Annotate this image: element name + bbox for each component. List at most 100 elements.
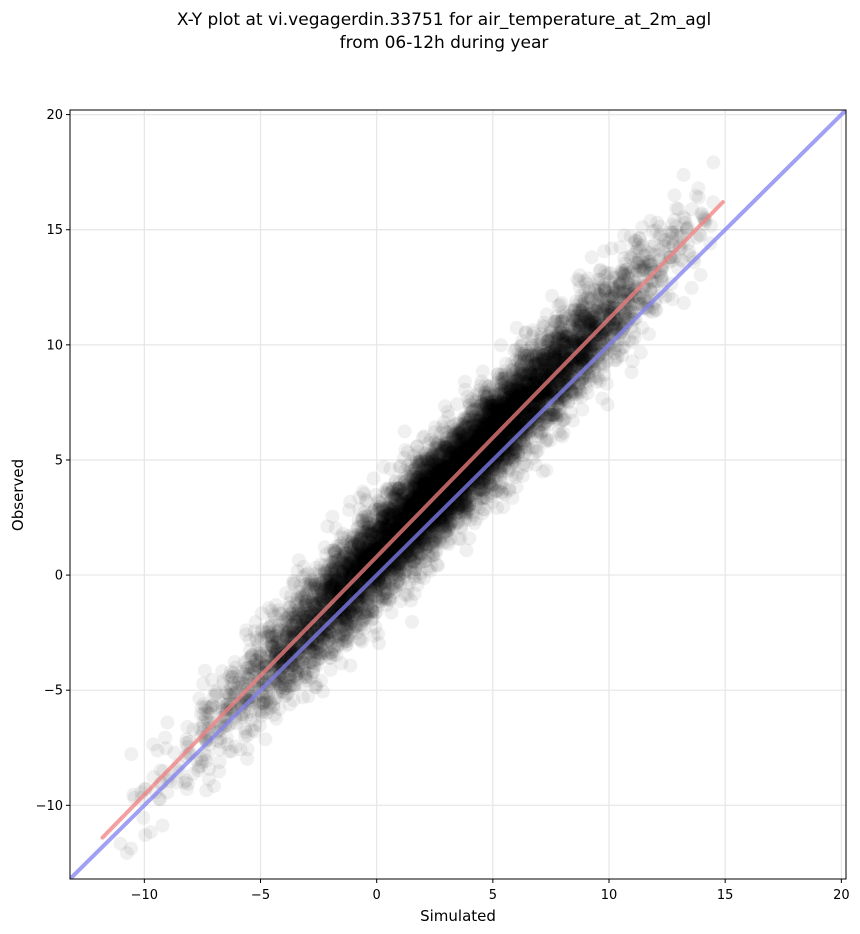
scatter-point xyxy=(575,353,590,368)
scatter-point xyxy=(486,462,501,477)
scatter-point xyxy=(482,401,497,416)
scatter-point xyxy=(305,598,320,613)
scatter-point xyxy=(494,485,509,500)
scatter-point xyxy=(516,433,531,448)
scatter-point xyxy=(431,461,446,476)
scatter-point xyxy=(499,356,513,371)
scatter-point xyxy=(238,687,253,702)
scatter-point xyxy=(419,469,434,484)
scatter-point xyxy=(322,576,337,591)
scatter-point xyxy=(425,477,440,491)
scatter-point xyxy=(483,408,498,422)
scatter-point xyxy=(328,588,343,603)
scatter-point xyxy=(454,448,469,463)
scatter-point xyxy=(437,435,452,450)
chart-title-line-2: from 06-12h during year xyxy=(340,33,549,53)
scatter-point xyxy=(458,492,473,507)
scatter-point xyxy=(399,481,414,496)
scatter-point xyxy=(362,512,377,527)
scatter-point xyxy=(486,398,501,413)
scatter-point xyxy=(555,321,570,336)
scatter-point xyxy=(453,426,468,440)
scatter-point xyxy=(373,505,388,520)
scatter-point xyxy=(418,496,433,510)
scatter-point xyxy=(404,510,419,525)
scatter-point xyxy=(522,364,536,379)
scatter-point xyxy=(286,693,301,708)
scatter-point xyxy=(645,305,660,320)
scatter-point xyxy=(481,412,496,427)
scatter-point xyxy=(431,448,446,463)
scatter-point xyxy=(486,380,501,395)
scatter-point xyxy=(553,346,568,361)
scatter-point xyxy=(487,393,502,408)
scatter-point xyxy=(604,289,619,304)
scatter-point xyxy=(410,470,425,485)
scatter-point xyxy=(423,484,438,499)
scatter-point xyxy=(160,715,175,730)
scatter-point xyxy=(431,497,446,511)
scatter-point xyxy=(415,477,430,492)
scatter-point xyxy=(481,470,496,485)
scatter-point xyxy=(453,475,468,490)
scatter-point xyxy=(405,614,419,629)
scatter-point xyxy=(381,507,396,522)
scatter-point xyxy=(328,564,343,579)
scatter-point xyxy=(367,518,382,533)
scatter-point xyxy=(555,336,570,351)
scatter-point xyxy=(430,463,445,478)
scatter-point xyxy=(595,391,610,406)
scatter-point xyxy=(408,493,423,508)
scatter-point xyxy=(458,420,473,435)
scatter-points xyxy=(113,155,721,861)
scatter-point xyxy=(375,522,390,536)
scatter-point xyxy=(386,516,401,531)
scatter-point xyxy=(591,294,606,309)
scatter-point xyxy=(365,611,380,626)
scatter-point xyxy=(596,357,611,372)
scatter-point xyxy=(494,385,508,400)
scatter-point xyxy=(568,359,583,374)
scatter-point xyxy=(400,458,415,473)
scatter-point xyxy=(449,506,464,521)
scatter-point xyxy=(584,316,599,330)
scatter-point xyxy=(632,291,647,306)
scatter-point xyxy=(452,500,466,515)
scatter-point xyxy=(267,629,282,644)
scatter-point xyxy=(330,638,345,653)
scatter-point xyxy=(443,499,458,514)
scatter-point xyxy=(290,666,305,681)
scatter-point xyxy=(415,532,430,547)
scatter-point xyxy=(292,584,307,599)
scatter-point xyxy=(443,477,458,492)
scatter-point xyxy=(526,326,541,340)
scatter-point xyxy=(609,320,624,335)
scatter-point xyxy=(590,319,605,334)
scatter-point xyxy=(433,468,448,483)
scatter-point xyxy=(440,451,455,466)
scatter-point xyxy=(523,368,538,383)
scatter-point xyxy=(518,407,533,422)
scatter-point xyxy=(393,501,408,516)
scatter-point xyxy=(310,594,325,609)
scatter-point xyxy=(375,582,390,597)
scatter-point xyxy=(365,542,380,557)
scatter-point xyxy=(529,349,544,364)
scatter-point xyxy=(506,392,521,407)
scatter-point xyxy=(596,321,611,336)
scatter-point xyxy=(543,383,558,398)
scatter-point xyxy=(283,670,298,685)
scatter-point xyxy=(414,539,429,554)
scatter-point xyxy=(365,599,380,614)
scatter-point xyxy=(491,404,506,419)
scatter-point xyxy=(419,451,433,466)
scatter-point xyxy=(447,426,462,441)
scatter-point xyxy=(467,435,482,450)
scatter-point xyxy=(572,321,587,335)
scatter-point xyxy=(390,514,405,528)
scatter-point xyxy=(386,536,401,551)
scatter-point xyxy=(501,399,515,413)
scatter-point xyxy=(592,288,607,303)
scatter-point xyxy=(516,456,531,471)
scatter-point xyxy=(553,337,568,352)
